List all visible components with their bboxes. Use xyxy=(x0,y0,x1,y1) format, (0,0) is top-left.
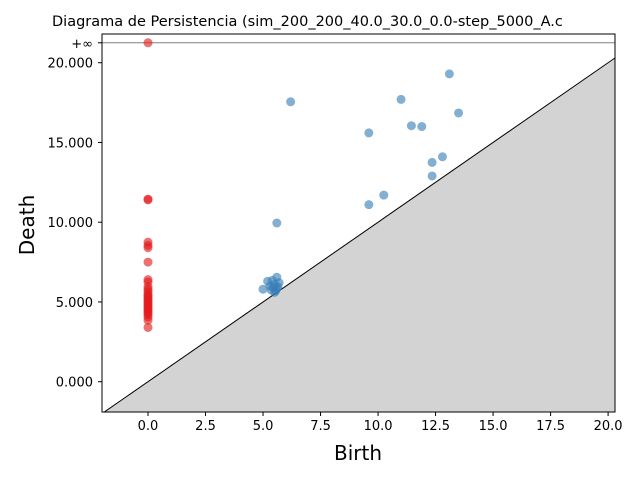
y-axis-title: Death xyxy=(15,195,39,255)
h0-point xyxy=(143,315,153,325)
x-tick-label: 0.0 xyxy=(138,419,159,434)
scatter-points xyxy=(143,38,464,332)
h1-point xyxy=(364,128,374,138)
x-tick-label: 17.5 xyxy=(536,419,565,434)
h0-point xyxy=(143,322,153,332)
x-tick-label: 20.0 xyxy=(594,419,623,434)
h1-point xyxy=(437,152,447,162)
h1-point xyxy=(427,171,437,181)
plot-frame xyxy=(101,33,616,413)
x-axis-title: Birth xyxy=(334,441,382,465)
h0-point xyxy=(143,243,153,253)
y-tick-label: 5.000 xyxy=(56,296,93,311)
x-tick-label: 12.5 xyxy=(421,419,450,434)
y-tick-label: 15.000 xyxy=(48,136,94,151)
y-axis: 0.000 5.000 10.000 15.000 20.000 xyxy=(48,42,102,391)
x-tick-label: 10.0 xyxy=(364,419,393,434)
y-tick-label: 20.000 xyxy=(48,57,94,72)
h1-point xyxy=(406,121,416,131)
y-tick-label: 10.000 xyxy=(48,216,94,231)
x-tick-label: 7.5 xyxy=(310,419,331,434)
h1-point xyxy=(272,218,282,228)
h1-point xyxy=(270,287,280,297)
y-tick-label: 0.000 xyxy=(56,376,93,391)
h0-point xyxy=(143,257,153,267)
h1-point xyxy=(427,157,437,167)
x-tick-label: 2.5 xyxy=(195,419,216,434)
infinity-tick-label: +∞ xyxy=(71,37,93,52)
h1-point xyxy=(396,94,406,104)
h0-point xyxy=(143,195,153,205)
h1-point xyxy=(286,97,296,107)
h1-point xyxy=(417,122,427,132)
x-axis: 0.0 2.5 5.0 7.5 10.0 12.5 15.0 17.5 20.0 xyxy=(138,412,623,434)
h1-point xyxy=(454,108,464,118)
chart-title: Diagrama de Persistencia (sim_200_200_40… xyxy=(52,14,563,30)
x-tick-label: 5.0 xyxy=(253,419,274,434)
x-tick-label: 15.0 xyxy=(479,419,508,434)
h0-point xyxy=(143,38,153,48)
h1-point xyxy=(258,284,268,294)
h1-point xyxy=(379,190,389,200)
h1-point xyxy=(364,200,374,210)
h1-point xyxy=(444,69,454,79)
